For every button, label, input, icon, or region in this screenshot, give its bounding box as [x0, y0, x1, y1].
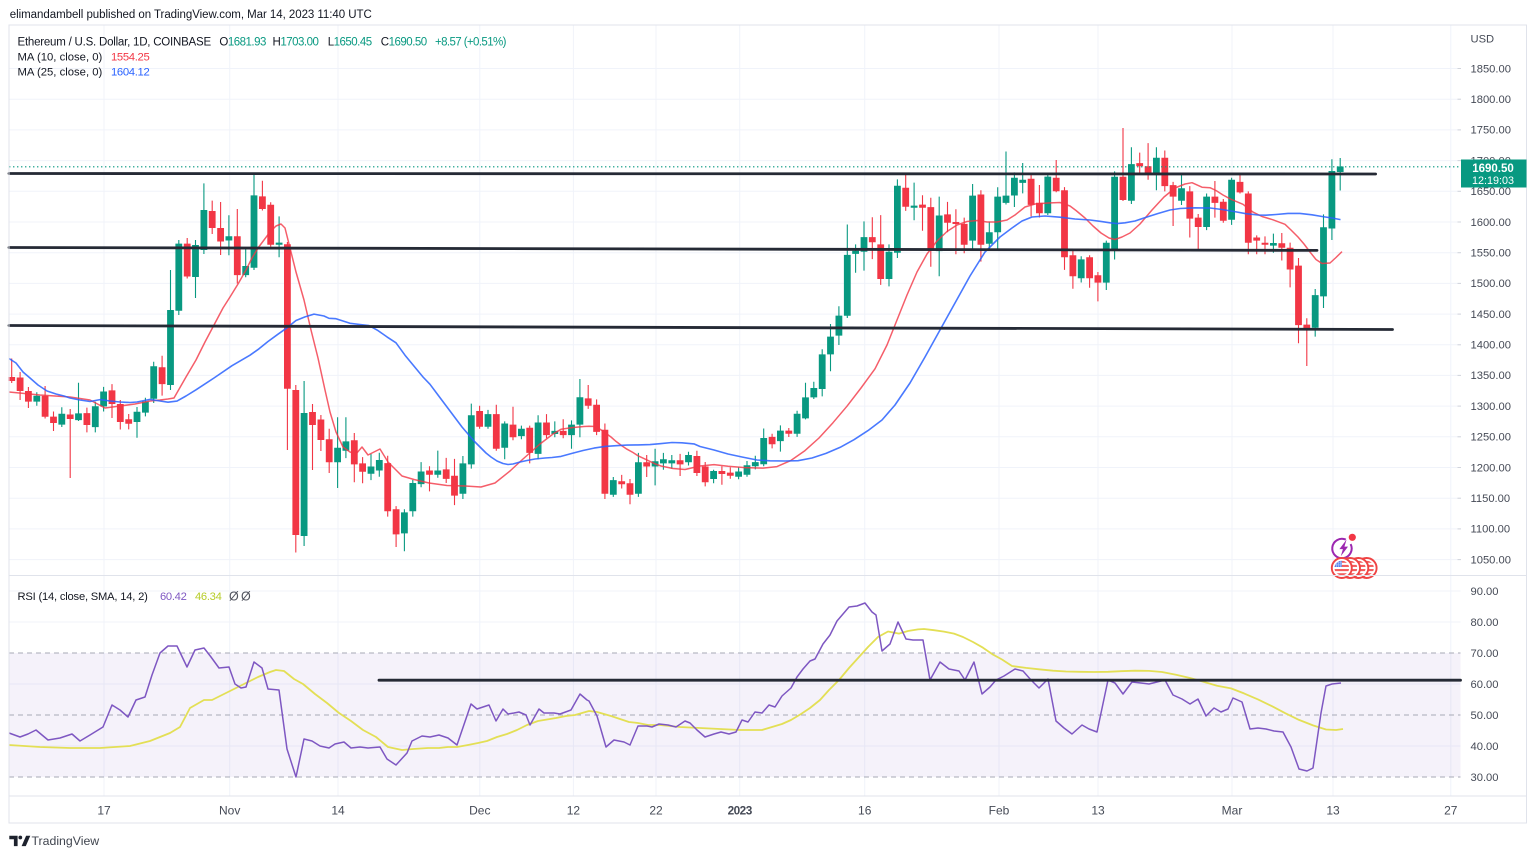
- svg-text:1650.00: 1650.00: [1471, 186, 1511, 198]
- svg-text:27: 27: [1444, 804, 1458, 818]
- svg-text:1690.50: 1690.50: [1472, 163, 1514, 175]
- svg-text:C1690.50: C1690.50: [381, 37, 427, 49]
- svg-text:1250.00: 1250.00: [1471, 432, 1511, 444]
- svg-text:MA (10, close, 0): MA (10, close, 0): [18, 52, 103, 64]
- svg-text:1604.12: 1604.12: [111, 67, 149, 79]
- svg-text:46.34: 46.34: [195, 591, 222, 603]
- svg-text:30.00: 30.00: [1471, 772, 1499, 784]
- svg-text:RSI (14, close, SMA, 14, 2): RSI (14, close, SMA, 14, 2): [18, 591, 149, 603]
- svg-text:14: 14: [331, 804, 345, 818]
- svg-text:MA (25, close, 0): MA (25, close, 0): [18, 67, 103, 79]
- svg-text:Ethereum / U.S. Dollar, 1D, CO: Ethereum / U.S. Dollar, 1D, COINBASE: [18, 37, 212, 49]
- svg-text:1200.00: 1200.00: [1471, 462, 1511, 474]
- svg-text:1400.00: 1400.00: [1471, 340, 1511, 352]
- svg-text:17: 17: [97, 804, 111, 818]
- svg-text:Nov: Nov: [219, 804, 240, 818]
- svg-text:TradingView: TradingView: [32, 834, 100, 848]
- svg-text:1050.00: 1050.00: [1471, 554, 1511, 566]
- svg-text:13: 13: [1326, 804, 1340, 818]
- svg-text:12:19:03: 12:19:03: [1472, 175, 1514, 187]
- svg-text:Ø: Ø: [241, 590, 251, 604]
- svg-text:60.00: 60.00: [1471, 679, 1499, 691]
- svg-text:50.00: 50.00: [1471, 710, 1499, 722]
- svg-text:60.42: 60.42: [160, 591, 187, 603]
- svg-text:1450.00: 1450.00: [1471, 309, 1511, 321]
- svg-text:1100.00: 1100.00: [1471, 524, 1511, 536]
- svg-text:2023: 2023: [728, 804, 753, 818]
- svg-text:80.00: 80.00: [1471, 617, 1499, 629]
- svg-text:L1650.45: L1650.45: [328, 37, 372, 49]
- svg-text:1850.00: 1850.00: [1471, 63, 1511, 75]
- svg-text:1350.00: 1350.00: [1471, 370, 1511, 382]
- svg-text:40.00: 40.00: [1471, 741, 1499, 753]
- svg-text:1750.00: 1750.00: [1471, 125, 1511, 137]
- svg-text:Ø: Ø: [229, 590, 239, 604]
- svg-text:1300.00: 1300.00: [1471, 401, 1511, 413]
- svg-text:1150.00: 1150.00: [1471, 493, 1511, 505]
- svg-text:13: 13: [1091, 804, 1105, 818]
- svg-text:USD: USD: [1471, 34, 1495, 46]
- svg-text:Mar: Mar: [1222, 804, 1243, 818]
- svg-text:1800.00: 1800.00: [1471, 94, 1511, 106]
- svg-text:Dec: Dec: [469, 804, 490, 818]
- svg-text:Feb: Feb: [989, 804, 1010, 818]
- svg-text:1500.00: 1500.00: [1471, 278, 1511, 290]
- svg-text:22: 22: [649, 804, 663, 818]
- svg-text:90.00: 90.00: [1471, 586, 1499, 598]
- svg-text:16: 16: [858, 804, 872, 818]
- svg-text:1554.25: 1554.25: [111, 52, 149, 64]
- svg-text:1550.00: 1550.00: [1471, 248, 1511, 260]
- svg-text:O1681.93: O1681.93: [219, 37, 266, 49]
- svg-text:1600.00: 1600.00: [1471, 217, 1511, 229]
- svg-text:70.00: 70.00: [1471, 648, 1499, 660]
- svg-text:+8.57 (+0.51%): +8.57 (+0.51%): [435, 37, 507, 49]
- svg-text:H1703.00: H1703.00: [273, 37, 319, 49]
- svg-text:12: 12: [567, 804, 581, 818]
- svg-text:elimandambell published on Tra: elimandambell published on TradingView.c…: [10, 9, 372, 21]
